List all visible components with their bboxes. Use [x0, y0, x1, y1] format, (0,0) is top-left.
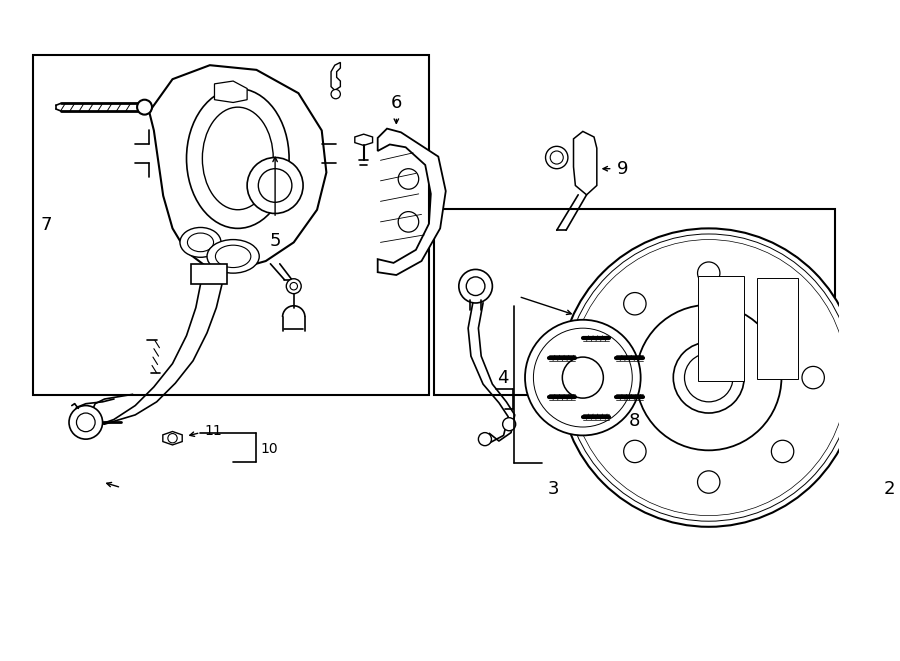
Circle shape	[290, 282, 298, 290]
Circle shape	[466, 277, 485, 295]
Ellipse shape	[202, 107, 274, 210]
Ellipse shape	[624, 293, 646, 315]
Circle shape	[398, 212, 418, 232]
Circle shape	[398, 169, 418, 189]
Text: 10: 10	[260, 442, 278, 456]
Circle shape	[479, 432, 491, 446]
Text: 3: 3	[548, 480, 560, 498]
Circle shape	[137, 100, 152, 114]
Circle shape	[673, 342, 744, 413]
Text: 8: 8	[628, 412, 640, 430]
Bar	[434, 209, 834, 395]
Text: 2: 2	[884, 480, 896, 498]
Ellipse shape	[593, 366, 616, 389]
Polygon shape	[149, 65, 327, 270]
Circle shape	[69, 406, 103, 439]
Ellipse shape	[186, 89, 289, 229]
Circle shape	[571, 239, 847, 516]
Ellipse shape	[802, 366, 824, 389]
Circle shape	[525, 320, 641, 436]
Circle shape	[565, 234, 852, 522]
Ellipse shape	[771, 440, 794, 463]
Text: 4: 4	[497, 369, 508, 387]
Circle shape	[550, 151, 563, 164]
Circle shape	[331, 89, 340, 98]
Bar	[753, 273, 802, 383]
Circle shape	[562, 357, 603, 398]
Polygon shape	[378, 129, 446, 275]
Text: 6: 6	[391, 94, 402, 112]
Circle shape	[545, 146, 568, 169]
Ellipse shape	[207, 239, 259, 273]
Bar	[757, 278, 798, 379]
Bar	[695, 270, 748, 387]
Polygon shape	[331, 62, 340, 91]
Circle shape	[459, 270, 492, 303]
Bar	[191, 264, 227, 284]
Circle shape	[286, 279, 302, 293]
Text: 9: 9	[617, 160, 629, 178]
Circle shape	[76, 413, 95, 432]
Text: 7: 7	[40, 216, 51, 234]
Text: 11: 11	[204, 424, 222, 438]
Circle shape	[248, 157, 303, 214]
Ellipse shape	[698, 471, 720, 493]
Text: 5: 5	[269, 232, 281, 250]
Ellipse shape	[698, 262, 720, 284]
Ellipse shape	[624, 440, 646, 463]
Ellipse shape	[180, 227, 221, 257]
Circle shape	[685, 354, 733, 402]
Bar	[32, 55, 429, 395]
Ellipse shape	[771, 293, 794, 315]
Circle shape	[534, 328, 633, 427]
Polygon shape	[163, 432, 182, 445]
Ellipse shape	[215, 245, 251, 268]
Circle shape	[168, 434, 177, 443]
Ellipse shape	[187, 233, 213, 252]
Circle shape	[560, 229, 858, 527]
Polygon shape	[214, 81, 248, 102]
Circle shape	[502, 418, 516, 431]
Polygon shape	[355, 134, 373, 145]
Bar	[698, 276, 744, 381]
Circle shape	[636, 305, 781, 450]
Circle shape	[871, 454, 882, 465]
Circle shape	[258, 169, 292, 202]
Polygon shape	[573, 132, 597, 195]
